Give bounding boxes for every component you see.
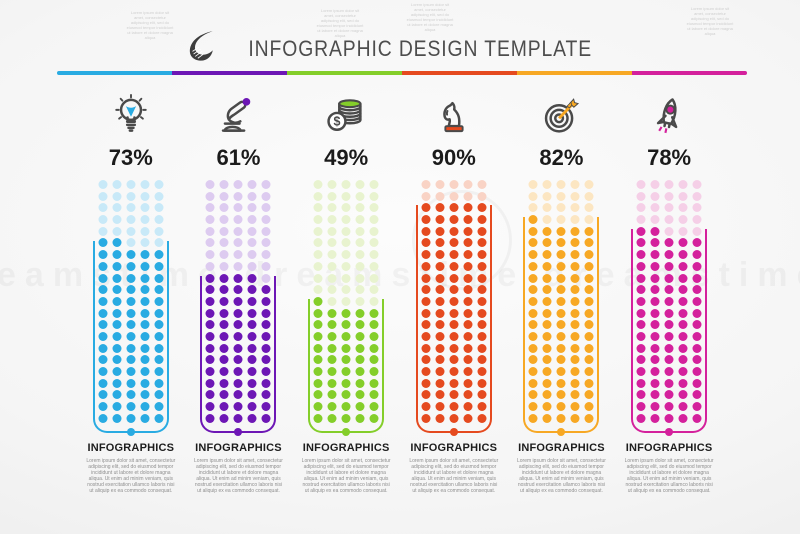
column-description: Lorem ipsum dolor sit amet, consectetur …: [409, 458, 499, 495]
column-description: Lorem ipsum dolor sit amet, consectetur …: [86, 458, 176, 495]
bracket-connector-dot: [342, 428, 351, 436]
bar-bracket: [92, 240, 169, 436]
dot-matrix: [421, 180, 487, 423]
column-label: INFOGRAPHICS: [87, 442, 175, 454]
column-label: INFOGRAPHICS: [625, 442, 713, 454]
column-target: 82% INFOGRAPHICS Lorem ipsum dolor sit a…: [508, 90, 616, 534]
bracket-connector-dot: [557, 427, 566, 436]
micro-note: Lorem ipsum dolor sit amet, consectetur …: [126, 10, 174, 40]
bracket-connector-dot: [126, 428, 135, 436]
divider-segment: [517, 71, 632, 75]
percent-value: 82%: [539, 145, 584, 170]
divider-segment: [402, 71, 517, 75]
percent-value: 73%: [108, 145, 153, 170]
svg-text:$: $: [334, 115, 341, 129]
column-microscope: 61% INFOGRAPHICS Lorem ipsum dolor sit a…: [185, 90, 293, 534]
bracket-connector-dot: [665, 427, 674, 436]
rocket-icon: [615, 90, 723, 142]
bracket-connector-dot: [449, 427, 458, 436]
bar-bracket: [523, 217, 600, 436]
percent-value: 78%: [647, 145, 692, 170]
bar-bracket: [308, 299, 385, 436]
percent-value: 90%: [431, 145, 476, 170]
micro-note: Lorem ipsum dolor sit amet, consectetur …: [406, 2, 454, 32]
bar-bracket: [200, 275, 277, 436]
dot-matrix: [98, 180, 164, 423]
coins-icon: $: [292, 90, 400, 142]
column-coins: $ 49% INFOGRAPHICS Lorem ipsum dolor sit…: [292, 90, 400, 534]
column-description: Lorem ipsum dolor sit amet, consectetur …: [516, 458, 606, 495]
dot-matrix: [205, 180, 271, 423]
divider-segment: [632, 71, 747, 75]
brand-swoosh-logo-icon: [184, 30, 216, 67]
micro-note: Lorem ipsum dolor sit amet, consectetur …: [316, 8, 364, 38]
column-rocket: 78% INFOGRAPHICS Lorem ipsum dolor sit a…: [615, 90, 723, 534]
page-title: INFOGRAPHIC DESIGN TEMPLATE: [248, 35, 593, 61]
header: INFOGRAPHIC DESIGN TEMPLATE: [0, 30, 800, 67]
column-label: INFOGRAPHICS: [518, 442, 605, 454]
target-arrow-icon: [508, 90, 616, 142]
micro-note: Lorem ipsum dolor sit amet, consectetur …: [686, 6, 734, 36]
bracket-connector-dot: [234, 427, 243, 436]
dot-matrix: [313, 180, 379, 423]
dot-matrix: [636, 180, 702, 423]
column-description: Lorem ipsum dolor sit amet, consectetur …: [194, 458, 283, 495]
column-description: Lorem ipsum dolor sit amet, consectetur …: [301, 458, 391, 495]
column-chess-knight: 90% INFOGRAPHICS Lorem ipsum dolor sit a…: [400, 90, 508, 534]
color-divider-bar: [57, 71, 747, 75]
percent-value: 61%: [216, 145, 261, 170]
lightbulb-icon: [77, 90, 185, 142]
bar-bracket: [631, 228, 708, 436]
percent-value: 49%: [324, 145, 369, 170]
column-description: Lorem ipsum dolor sit amet, consectetur …: [624, 458, 714, 495]
chess-knight-icon: [400, 90, 508, 142]
microscope-icon: [185, 90, 293, 142]
dot-matrix: [528, 180, 594, 423]
bar-bracket: [415, 205, 492, 436]
divider-segment: [172, 71, 287, 75]
column-label: INFOGRAPHICS: [410, 442, 498, 454]
columns-row: 73% INFOGRAPHICS Lorem ipsum dolor sit a…: [77, 90, 723, 534]
divider-segment: [287, 71, 402, 75]
column-lightbulb: 73% INFOGRAPHICS Lorem ipsum dolor sit a…: [77, 90, 185, 534]
divider-segment: [57, 71, 172, 75]
column-label: INFOGRAPHICS: [195, 442, 282, 454]
column-label: INFOGRAPHICS: [302, 442, 390, 454]
